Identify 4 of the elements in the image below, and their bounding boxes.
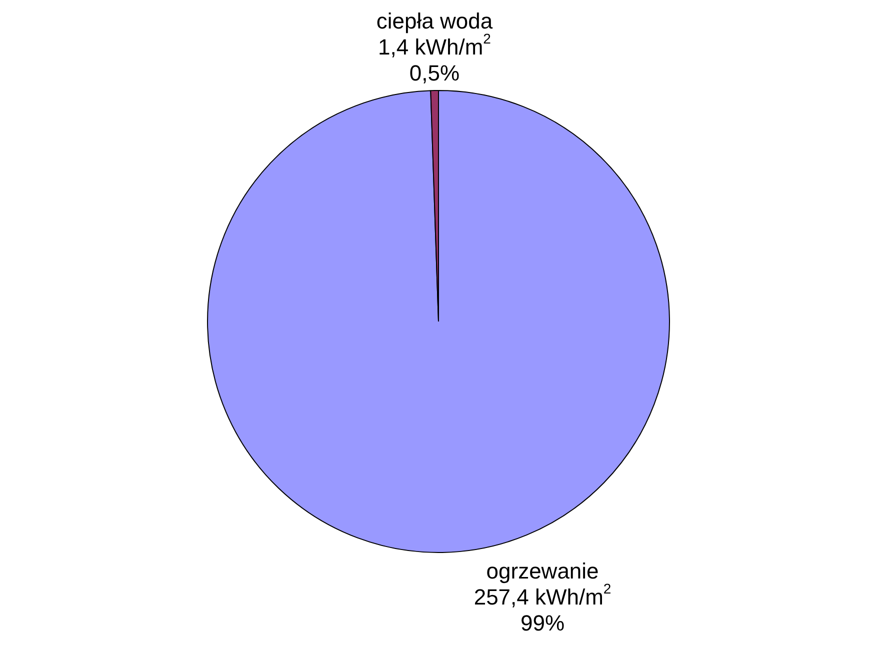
text: 0,5% — [409, 60, 460, 86]
text: 99% — [520, 610, 565, 636]
slice-label: ogrzewanie — [486, 558, 599, 584]
slice-label: ciepła woda — [376, 8, 494, 34]
